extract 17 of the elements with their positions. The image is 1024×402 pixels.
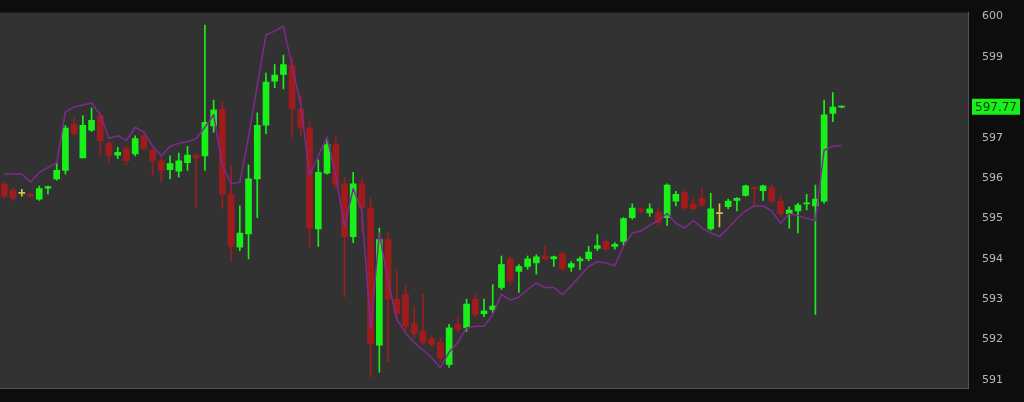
candlestick [515,264,523,293]
y-tick-label: 599 [982,49,1003,63]
text: 597.77 [975,99,1017,114]
y-tick-label: 591 [982,372,1003,386]
y-tick-label: 594 [982,251,1003,265]
y-tick-label: 593 [982,292,1003,306]
candlestick [114,147,122,160]
y-tick-label: 592 [982,332,1003,346]
candlestick [733,197,741,212]
y-tick-label: 600 [982,9,1003,23]
y-tick-label: 596 [982,170,1003,184]
y-tick-label: 595 [982,211,1003,225]
y-tick-label: 597 [982,130,1003,144]
candlestick [192,153,200,209]
candlestick [18,189,26,197]
candlestick [419,294,427,345]
candlestick [829,92,837,122]
